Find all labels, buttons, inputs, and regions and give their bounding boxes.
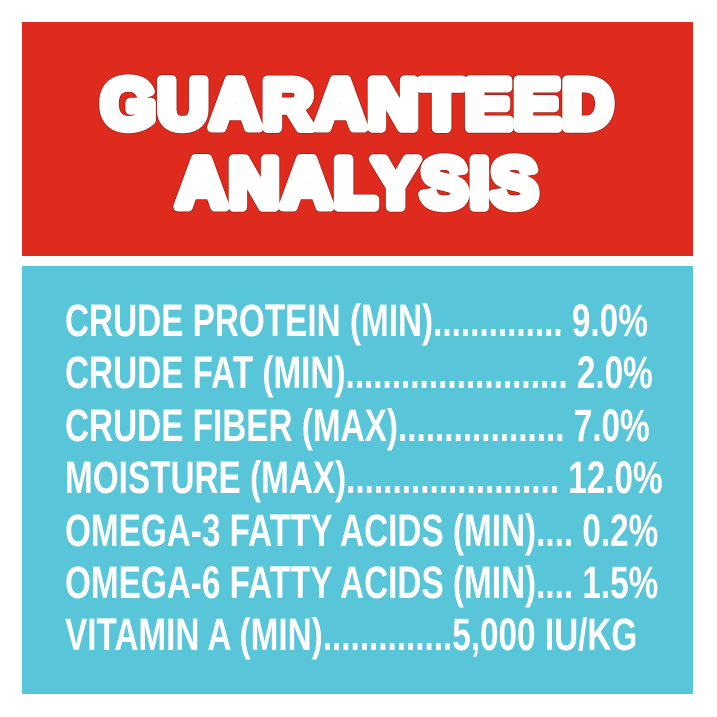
svg-text:GUARANTEED: GUARANTEED [101, 65, 615, 143]
svg-text:ANALYSIS: ANALYSIS [176, 144, 540, 222]
